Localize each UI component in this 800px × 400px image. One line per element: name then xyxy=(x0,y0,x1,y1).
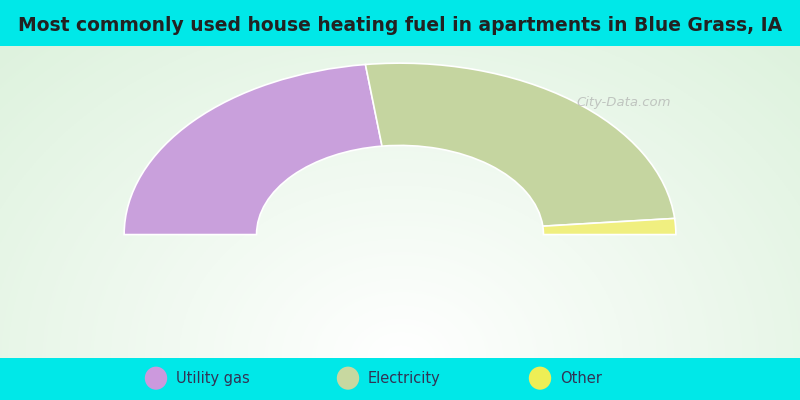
Ellipse shape xyxy=(529,367,551,390)
Wedge shape xyxy=(124,64,382,234)
Text: City-Data.com: City-Data.com xyxy=(577,96,671,109)
Text: Other: Other xyxy=(560,371,602,386)
Wedge shape xyxy=(366,63,674,226)
Ellipse shape xyxy=(145,367,167,390)
Text: Most commonly used house heating fuel in apartments in Blue Grass, IA: Most commonly used house heating fuel in… xyxy=(18,16,782,35)
Wedge shape xyxy=(543,218,676,234)
Text: Utility gas: Utility gas xyxy=(176,371,250,386)
Ellipse shape xyxy=(337,367,359,390)
Text: Electricity: Electricity xyxy=(368,371,441,386)
